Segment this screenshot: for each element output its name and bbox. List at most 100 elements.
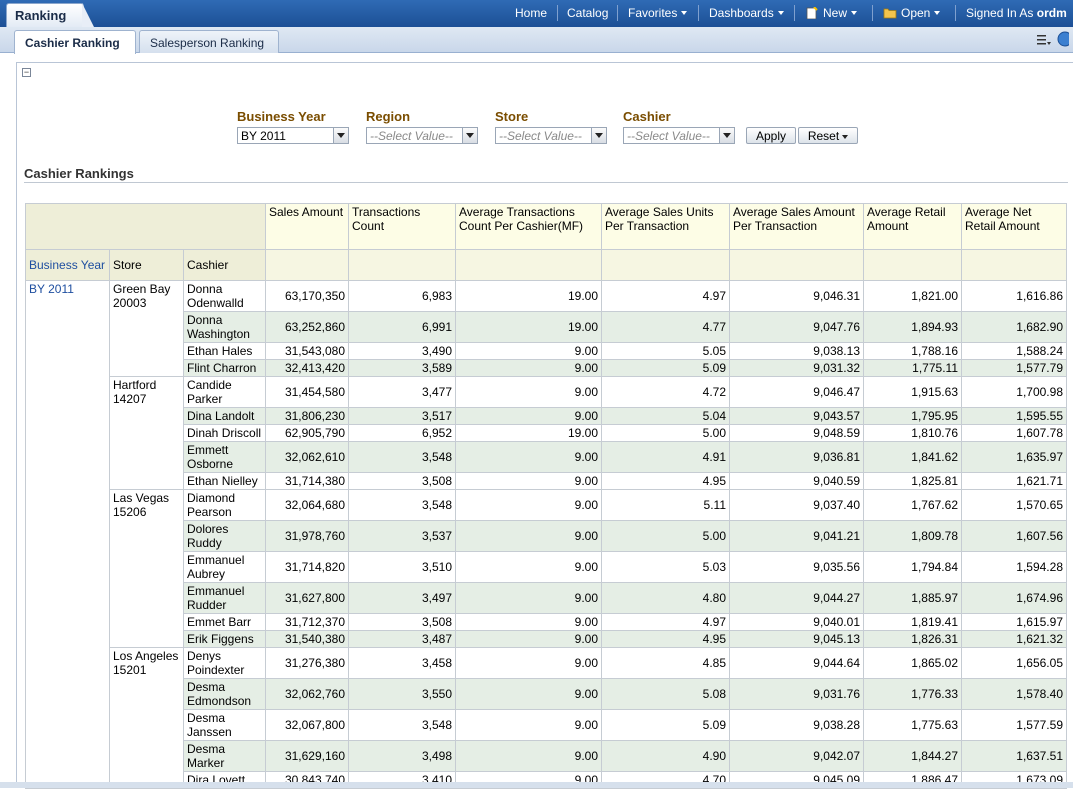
value-cell: 1,607.78 bbox=[961, 424, 1067, 442]
value-cell: 9.00 bbox=[455, 582, 602, 614]
value-cell: 31,978,760 bbox=[265, 520, 349, 552]
nav-new-menu[interactable]: New bbox=[805, 6, 858, 20]
value-cell: 4.77 bbox=[601, 311, 730, 343]
cashier-cell: Denys Poindexter bbox=[183, 647, 266, 679]
chevron-down-icon bbox=[842, 135, 849, 139]
chevron-down-icon bbox=[934, 11, 941, 15]
chevron-down-icon[interactable] bbox=[719, 128, 734, 143]
tab-salesperson-ranking[interactable]: Salesperson Ranking bbox=[139, 30, 279, 53]
value-cell: 9.00 bbox=[455, 441, 602, 473]
nav-open-menu[interactable]: Open bbox=[883, 6, 941, 20]
column-header: Average Retail Amount bbox=[863, 203, 962, 250]
dashboard-page-tabs: Cashier Ranking Salesperson Ranking bbox=[0, 27, 1073, 54]
cashier-select[interactable]: --Select Value-- bbox=[623, 127, 735, 144]
value-cell: 1,826.31 bbox=[863, 630, 962, 648]
row-header-business-year[interactable]: Business Year bbox=[25, 249, 110, 281]
value-cell: 9,047.76 bbox=[729, 311, 864, 343]
chevron-down-icon[interactable] bbox=[591, 128, 606, 143]
help-icon[interactable] bbox=[1057, 31, 1073, 47]
value-cell: 4.80 bbox=[601, 582, 730, 614]
nav-home-link[interactable]: Home bbox=[515, 6, 548, 20]
nav-separator bbox=[955, 5, 956, 21]
business-year-link[interactable]: BY 2011 bbox=[29, 282, 74, 296]
page-options-icon[interactable] bbox=[1036, 33, 1052, 47]
value-cell: 1,821.00 bbox=[863, 280, 962, 312]
business-year-select[interactable]: BY 2011 bbox=[237, 127, 349, 144]
value-cell: 63,170,350 bbox=[265, 280, 349, 312]
header-filler bbox=[863, 249, 962, 281]
value-cell: 9,036.81 bbox=[729, 441, 864, 473]
value-cell: 32,062,760 bbox=[265, 678, 349, 710]
region-select[interactable]: --Select Value-- bbox=[366, 127, 478, 144]
nav-favorites-menu[interactable]: Favorites bbox=[628, 6, 688, 20]
cashier-cell: Desma Janssen bbox=[183, 709, 266, 741]
value-cell: 1,775.11 bbox=[863, 359, 962, 377]
section-divider bbox=[24, 182, 1068, 183]
cashier-cell: Emmanuel Rudder bbox=[183, 582, 266, 614]
header-filler bbox=[455, 249, 602, 281]
value-cell: 1,682.90 bbox=[961, 311, 1067, 343]
business-year-label: Business Year bbox=[237, 109, 326, 124]
value-cell: 9,031.76 bbox=[729, 678, 864, 710]
value-cell: 31,712,370 bbox=[265, 613, 349, 631]
column-header: Average Net Retail Amount bbox=[961, 203, 1067, 250]
business-year-cell[interactable]: BY 2011 bbox=[25, 280, 110, 789]
collapse-section-icon[interactable]: − bbox=[22, 67, 31, 77]
chevron-down-icon[interactable] bbox=[462, 128, 477, 143]
value-cell: 3,589 bbox=[348, 359, 456, 377]
cashier-cell: Desma Marker bbox=[183, 740, 266, 772]
value-cell: 9,037.40 bbox=[729, 489, 864, 521]
signed-in-label: Signed In As bbox=[966, 6, 1034, 20]
value-cell: 3,458 bbox=[348, 647, 456, 679]
value-cell: 6,952 bbox=[348, 424, 456, 442]
chevron-down-icon[interactable] bbox=[333, 128, 348, 143]
bottom-strip bbox=[0, 782, 1073, 788]
value-cell: 4.97 bbox=[601, 613, 730, 631]
value-cell: 1,595.55 bbox=[961, 407, 1067, 425]
value-cell: 4.95 bbox=[601, 472, 730, 490]
new-label: New bbox=[823, 6, 848, 20]
column-header: Average Transactions Count Per Cashier(M… bbox=[455, 203, 602, 250]
table-row: Dinah Driscoll 62,905,790 6,952 19.00 5.00 9,… bbox=[26, 424, 1067, 442]
value-cell: 3,487 bbox=[348, 630, 456, 648]
value-cell: 31,806,230 bbox=[265, 407, 349, 425]
cashier-cell: Dolores Ruddy bbox=[183, 520, 266, 552]
value-cell: 1,825.81 bbox=[863, 472, 962, 490]
value-cell: 31,629,160 bbox=[265, 740, 349, 772]
value-cell: 3,508 bbox=[348, 472, 456, 490]
store-cell: Green Bay 20003 bbox=[109, 280, 184, 377]
nav-catalog-link[interactable]: Catalog bbox=[567, 6, 609, 20]
value-cell: 1,776.33 bbox=[863, 678, 962, 710]
table-row: Emmanuel Rudder 31,627,800 3,497 9.00 4.80 9,… bbox=[26, 582, 1067, 614]
value-cell: 5.04 bbox=[601, 407, 730, 425]
value-cell: 1,674.96 bbox=[961, 582, 1067, 614]
tab-cashier-ranking[interactable]: Cashier Ranking bbox=[14, 30, 136, 54]
value-cell: 1,894.93 bbox=[863, 311, 962, 343]
value-cell: 9,042.07 bbox=[729, 740, 864, 772]
value-cell: 1,810.76 bbox=[863, 424, 962, 442]
value-cell: 1,616.86 bbox=[961, 280, 1067, 312]
store-select[interactable]: --Select Value-- bbox=[495, 127, 607, 144]
user-name[interactable]: ordm bbox=[1036, 6, 1067, 20]
table-row: Flint Charron 32,413,420 3,589 9.00 5.09 9,03… bbox=[26, 359, 1067, 377]
dashboard-content: − Business Year Region Store Cashier BY … bbox=[16, 62, 1073, 789]
table-row: Las Vegas 15206 Diamond Pearson 32,064,680… bbox=[26, 489, 1067, 648]
value-cell: 4.72 bbox=[601, 376, 730, 408]
apply-button[interactable]: Apply bbox=[746, 127, 796, 144]
favorites-label: Favorites bbox=[628, 6, 678, 20]
value-cell: 9.00 bbox=[455, 359, 602, 377]
value-cell: 1,794.84 bbox=[863, 551, 962, 583]
nav-dashboards-menu[interactable]: Dashboards bbox=[709, 6, 784, 20]
value-cell: 3,498 bbox=[348, 740, 456, 772]
store-cell: Los Angeles 15201 bbox=[109, 647, 184, 789]
reset-button[interactable]: Reset bbox=[798, 127, 858, 144]
cashier-cell: Flint Charron bbox=[183, 359, 266, 377]
cashier-cell: Emmanuel Aubrey bbox=[183, 551, 266, 583]
value-cell: 3,548 bbox=[348, 709, 456, 741]
table-row: Desma Marker 31,629,160 3,498 9.00 4.90 9,042… bbox=[26, 740, 1067, 772]
value-cell: 9.00 bbox=[455, 489, 602, 521]
cashier-placeholder: --Select Value-- bbox=[627, 129, 710, 143]
business-year-header-link[interactable]: Business Year bbox=[29, 258, 106, 272]
cashier-cell: Erik Figgens bbox=[183, 630, 266, 648]
region-placeholder: --Select Value-- bbox=[370, 129, 453, 143]
